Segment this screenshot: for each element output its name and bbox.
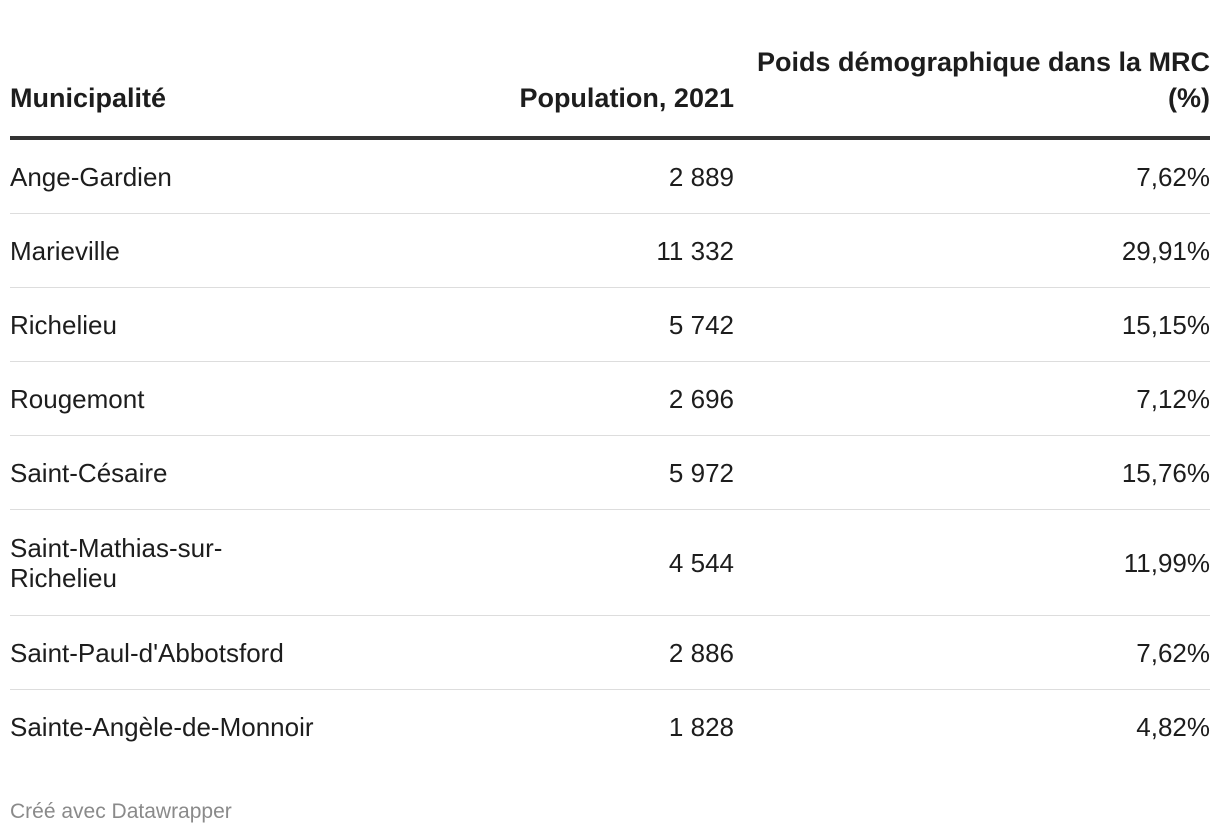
cell-population: 2 696 (370, 361, 734, 436)
datawrapper-credit[interactable]: Créé avec Datawrapper (10, 800, 232, 823)
cell-municipalite: Rougemont (10, 361, 370, 436)
cell-poids: 7,12% (734, 361, 1210, 436)
cell-municipalite: Ange-Gardien (10, 138, 370, 214)
table-row: Saint-Mathias-sur-Richelieu 4 544 11,99% (10, 509, 1210, 616)
cell-municipalite: Richelieu (10, 287, 370, 362)
table-row: Ange-Gardien 2 889 7,62% (10, 138, 1210, 214)
table-row: Rougemont 2 696 7,12% (10, 361, 1210, 436)
cell-population: 2 886 (370, 615, 734, 690)
cell-population: 11 332 (370, 213, 734, 288)
cell-poids: 15,15% (734, 287, 1210, 362)
cell-municipalite: Sainte-Angèle-de-Monnoir (10, 711, 314, 742)
column-header-poids[interactable]: Poids démographique dans la MRC (%) (734, 44, 1210, 140)
cell-population: 5 972 (370, 435, 734, 510)
cell-population: 5 742 (370, 287, 734, 362)
table-row: Sainte-Angèle-de-Monnoir 1 828 4,82% (10, 690, 1210, 764)
population-table: Municipalité Population, 2021 Poids démo… (10, 44, 1210, 763)
cell-poids: 7,62% (734, 138, 1210, 214)
table-row: Saint-Césaire 5 972 15,76% (10, 435, 1210, 510)
cell-municipalite: Saint-Césaire (10, 435, 370, 510)
cell-municipalite: Saint-Paul-d'Abbotsford (10, 615, 370, 690)
table-row: Richelieu 5 742 15,15% (10, 287, 1210, 362)
table-header-row: Municipalité Population, 2021 Poids démo… (10, 44, 1210, 140)
table-row: Saint-Paul-d'Abbotsford 2 886 7,62% (10, 615, 1210, 690)
cell-poids: 15,76% (734, 435, 1210, 510)
cell-poids: 4,82% (1136, 711, 1210, 742)
cell-population: 2 889 (370, 138, 734, 214)
cell-population: 4 544 (370, 509, 734, 616)
cell-municipalite-text: Saint-Mathias-sur-Richelieu (10, 532, 223, 593)
table-row: Marieville 11 332 29,91% (10, 213, 1210, 288)
cell-poids: 7,62% (734, 615, 1210, 690)
data-table-container: Municipalité Population, 2021 Poids démo… (10, 44, 1210, 763)
column-header-population[interactable]: Population, 2021 (370, 44, 734, 140)
cell-poids: 29,91% (734, 213, 1210, 288)
cell-municipalite: Saint-Mathias-sur-Richelieu (10, 509, 370, 616)
cell-municipalite: Marieville (10, 213, 370, 288)
cell-poids: 11,99% (734, 509, 1210, 616)
column-header-municipalite[interactable]: Municipalité (10, 44, 370, 140)
cell-population: 1 828 (668, 711, 734, 742)
